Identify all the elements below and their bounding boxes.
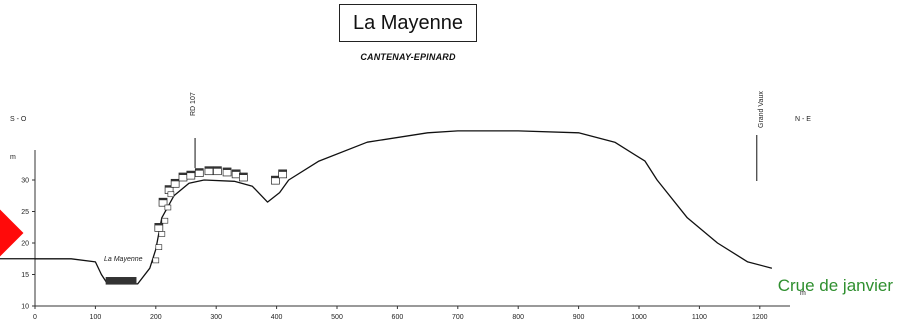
house-roof xyxy=(204,166,213,169)
y-tick-label: 25 xyxy=(21,209,29,216)
house-roof xyxy=(232,169,241,172)
slope-house xyxy=(158,231,166,237)
slope-house xyxy=(164,204,172,211)
x-tick-label: 100 xyxy=(90,314,102,321)
x-tick-label: 1100 xyxy=(692,314,707,321)
x-tick-label: 1200 xyxy=(752,314,768,321)
x-tick-label: 600 xyxy=(392,314,404,321)
house-roof xyxy=(154,223,163,226)
house-roof xyxy=(278,169,287,172)
slope-house xyxy=(167,191,175,198)
slope-house xyxy=(155,244,163,250)
house-roof xyxy=(178,173,187,175)
x-tick-label: 400 xyxy=(271,314,283,321)
slope-house xyxy=(152,257,160,264)
river-title-box: La Mayenne xyxy=(339,4,477,42)
y-tick-label: 15 xyxy=(21,272,29,279)
house-roof xyxy=(186,171,195,174)
house-roof xyxy=(223,167,232,170)
y-tick-label: 10 xyxy=(21,304,29,311)
flood-legend-label: Crue de janvier xyxy=(777,276,893,295)
x-unit-label: m xyxy=(800,290,806,297)
x-tick-label: 800 xyxy=(512,314,524,321)
house-roof xyxy=(271,176,280,179)
house-roof xyxy=(165,185,174,188)
x-tick-label: 1000 xyxy=(631,314,647,321)
x-tick-label: 300 xyxy=(210,314,222,321)
river-title: La Mayenne xyxy=(352,11,464,34)
house-roof xyxy=(159,198,168,201)
x-tick-label: 0 xyxy=(33,314,37,321)
house-roof xyxy=(213,166,222,169)
x-tick-label: 900 xyxy=(573,314,585,321)
house-roof xyxy=(239,173,248,175)
x-tick-label: 200 xyxy=(150,314,162,321)
house-roof xyxy=(171,179,180,182)
y-tick-label: 30 xyxy=(21,178,29,185)
location-subtitle: CANTENAY-EPINARD xyxy=(360,52,456,62)
house-roof xyxy=(195,168,204,171)
river-label: La Mayenne xyxy=(104,256,143,263)
right-bank-label: N - E xyxy=(795,116,811,123)
y-tick-label: 20 xyxy=(21,241,29,248)
x-tick-label: 500 xyxy=(331,314,343,321)
terrain-profile-line xyxy=(35,130,773,285)
x-tick-label: 700 xyxy=(452,314,464,321)
y-unit-label: m xyxy=(10,154,16,161)
left-bank-label: S - O xyxy=(10,116,27,123)
slope-house xyxy=(161,217,169,224)
river-water xyxy=(105,277,137,285)
